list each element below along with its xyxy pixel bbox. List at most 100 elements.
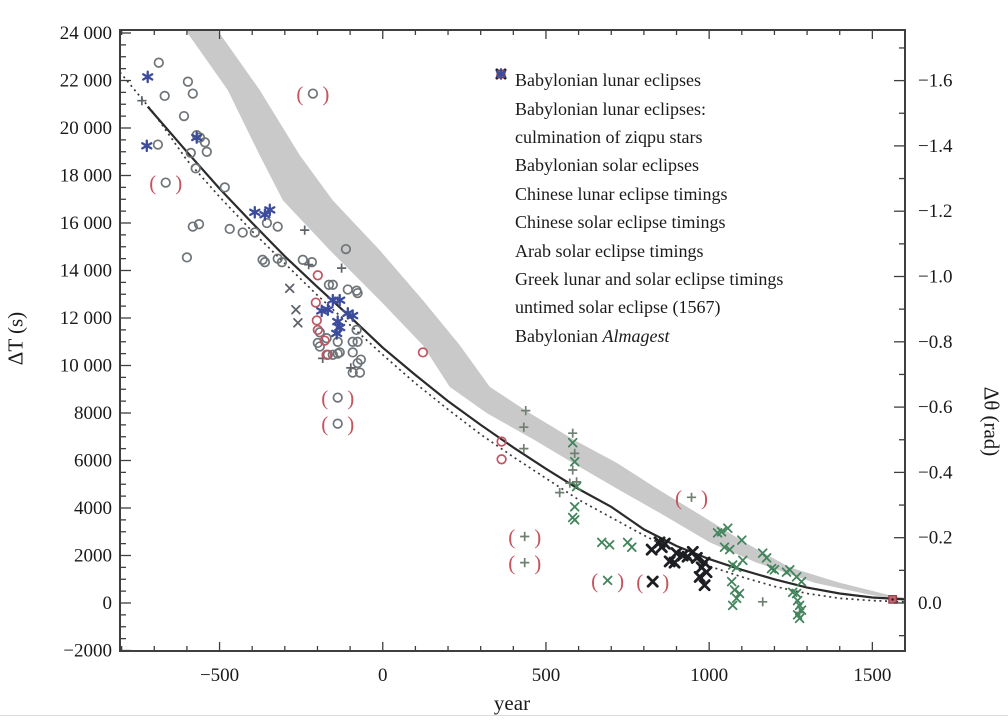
chinese_solar-point-rejected <box>602 575 613 586</box>
almagest-point <box>264 203 276 217</box>
legend-item-babylonian_solar: Babylonian solar eclipses <box>493 69 783 179</box>
chinese_solar-point <box>727 600 738 611</box>
almagest-legend-glyph <box>495 68 507 80</box>
series-greek <box>310 270 507 465</box>
almagest-point <box>347 309 359 322</box>
greek-point <box>312 270 323 281</box>
chinese_lunar-point <box>519 444 529 454</box>
chinese_lunar-point-rejected <box>520 557 530 568</box>
y-axis-title-right: Δθ (rad) <box>979 386 1004 457</box>
legend: Babylonian lunar eclipses Babylonian luna… <box>493 66 783 350</box>
x-tick-label: 500 <box>532 665 561 686</box>
chinese_solar-point <box>571 481 582 492</box>
rejection-paren: ( <box>508 551 515 575</box>
chinese_solar-point <box>769 564 780 575</box>
y-left-tick-label: 22 000 <box>60 71 112 92</box>
babylonian_lunar-point <box>178 110 190 122</box>
rejection-paren: ) <box>347 412 354 436</box>
babylonian_lunar-point <box>181 252 193 263</box>
babylonian_solar-point <box>291 304 301 315</box>
babylonian_lunar-point <box>224 223 235 235</box>
babylonian_lunar-point <box>153 57 164 68</box>
y-left-tick-label: 18 000 <box>60 166 112 187</box>
babylonian_lunar-point <box>314 341 325 352</box>
babylonian_lunar-point <box>152 139 164 150</box>
rejection-paren: ( <box>321 386 328 410</box>
babylonian_lunar-point <box>352 336 363 347</box>
legend-item-babylonian_lunar: Babylonian lunar eclipses <box>493 66 783 94</box>
babylonian_lunar-point <box>201 146 212 157</box>
almagest-point <box>249 205 261 219</box>
y-right-tick-label: 0.0 <box>918 593 942 614</box>
ziqpu-point <box>300 225 310 235</box>
chinese_solar-point <box>596 537 607 548</box>
y-right-tick-label: −0.4 <box>918 462 953 483</box>
legend-label: Babylonian Almagest <box>515 325 670 346</box>
chinese_solar-point <box>729 585 740 595</box>
legend-spacer <box>493 128 515 145</box>
ziqpu-point <box>337 263 347 273</box>
chinese_solar-point <box>569 501 580 512</box>
babylonian_lunar-point <box>257 254 268 265</box>
babylonian_lunar-point <box>159 90 170 102</box>
almagest-marker-icon <box>495 68 507 80</box>
y-left-tick-label: 24 000 <box>60 23 112 44</box>
chinese_solar-point <box>569 515 580 525</box>
plot-area <box>120 30 905 603</box>
y-left-tick-label: 20 000 <box>60 118 112 139</box>
babylonian_lunar-point <box>340 243 352 255</box>
arab_solar-point <box>693 570 706 583</box>
series-chinese_lunar <box>519 406 805 618</box>
chinese_solar-point <box>719 542 730 553</box>
rejection-paren: ( <box>296 82 303 106</box>
rejection-paren: ) <box>534 525 541 549</box>
legend-item-chinese_solar: Chinese solar eclipse timings <box>493 69 783 236</box>
arab_solar-point <box>698 556 711 569</box>
chinese_lunar-point <box>568 428 578 438</box>
arab_solar-point <box>686 545 699 558</box>
babylonian_lunar-point <box>355 354 367 365</box>
babylonian_solar-point <box>293 317 303 328</box>
greek-point <box>319 335 330 346</box>
y-right-tick-label: −0.8 <box>918 332 952 353</box>
tick-labels: −500 0 500 1000 1500 24 000 22 000 20 000 18 000… <box>60 23 953 686</box>
x-axis-title: year <box>493 691 531 715</box>
y-right-tick-label: −1.4 <box>918 136 953 157</box>
series-untimed <box>888 595 897 604</box>
chinese_lunar-point <box>568 465 578 475</box>
series-arab_solar <box>645 536 713 592</box>
babylonian_lunar-point <box>276 257 288 268</box>
legend-label: Chinese solar eclipse timings <box>515 212 726 233</box>
chinese_solar-point <box>792 595 803 606</box>
chinese_solar-point <box>626 542 637 553</box>
babylonian_lunar-point <box>347 347 358 358</box>
chinese_solar-point <box>734 588 745 599</box>
x-tick-label: 0 <box>378 665 388 686</box>
chinese_solar-point <box>794 600 805 611</box>
x-marker-icon <box>493 69 515 231</box>
babylonian_lunar-point <box>185 147 196 159</box>
x-tick-label: 1000 <box>690 665 728 686</box>
untimed-point <box>888 595 897 604</box>
babylonian_lunar-point-rejected <box>307 88 319 99</box>
greek-point <box>417 347 429 358</box>
chinese_lunar-point-rejected <box>520 531 530 542</box>
chinese_solar-point <box>731 593 742 604</box>
chinese_solar-point <box>796 576 807 587</box>
y-left-tick-label: 10 000 <box>60 356 112 377</box>
babylonian_lunar-point-rejected <box>332 418 343 429</box>
chinese_solar-point <box>604 539 615 550</box>
babylonian_lunar-point <box>327 279 338 290</box>
chinese_lunar-point-rejected <box>686 492 697 502</box>
x-bold-marker-icon <box>493 68 515 259</box>
y-right-tick-label: −1.0 <box>918 267 952 288</box>
chinese_lunar-point <box>758 597 768 607</box>
babylonian_lunar-point-rejected <box>160 177 171 188</box>
babylonian_lunar-point <box>297 254 308 265</box>
rejection-paren: ( <box>321 412 328 436</box>
series-babylonian_solar <box>284 283 303 328</box>
plus-marker-icon <box>493 69 515 117</box>
star6-marker-icon <box>493 68 515 344</box>
arab_solar-point <box>698 579 711 592</box>
y-left-tick-label: 8000 <box>74 403 112 424</box>
